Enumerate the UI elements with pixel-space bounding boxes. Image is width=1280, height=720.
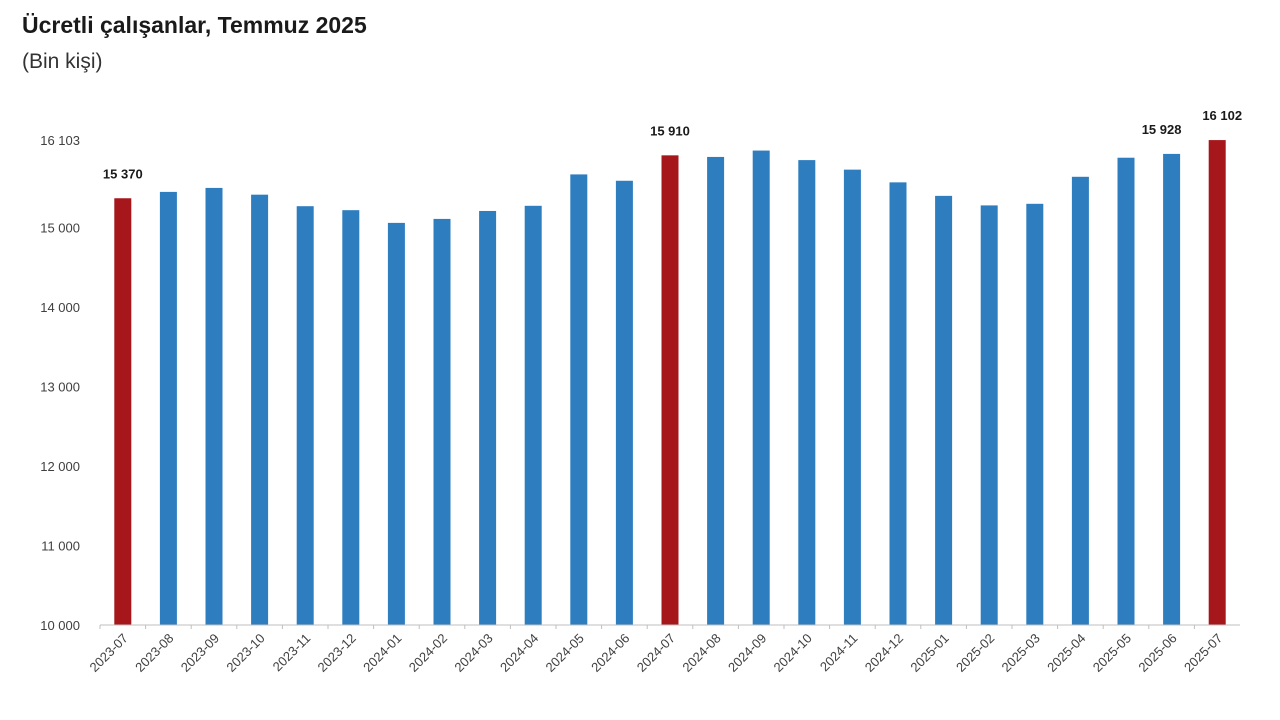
bar-2024-10: [798, 160, 816, 625]
x-tick-label: 2024-06: [588, 631, 632, 675]
x-tick-label: 2025-07: [1181, 631, 1225, 675]
x-tick-label: 2024-12: [862, 631, 906, 675]
x-tick-label: 2025-01: [907, 631, 951, 675]
data-label-2024-07: 15 910: [650, 123, 690, 138]
x-tick-label: 2023-08: [132, 631, 176, 675]
y-tick-label: 16 103: [40, 133, 80, 148]
y-tick-label: 10 000: [40, 618, 80, 633]
x-tick-label: 2023-09: [178, 631, 222, 675]
x-tick-label: 2024-09: [725, 631, 769, 675]
bar-2023-10: [251, 194, 269, 625]
x-tick-label: 2024-05: [543, 631, 587, 675]
x-tick-label: 2025-02: [953, 631, 997, 675]
data-labels: 15 370 15 910 15 928 16 102: [103, 108, 1242, 181]
bar-2024-01: [387, 222, 405, 625]
y-tick-label: 11 000: [41, 539, 80, 554]
y-tick-label: 15 000: [40, 221, 80, 236]
bar-2023-07: [114, 198, 132, 625]
bar-2025-07: [1208, 140, 1226, 625]
bar-2024-08: [707, 156, 725, 625]
bar-2024-05: [570, 174, 588, 625]
bar-2023-11: [296, 206, 314, 626]
bar-2025-04: [1071, 176, 1089, 626]
x-tick-label: 2025-05: [1090, 631, 1134, 675]
x-tick-label: 2024-08: [679, 631, 723, 675]
chart-title: Ücretli çalışanlar, Temmuz 2025: [22, 12, 367, 38]
bar-2024-11: [843, 169, 861, 626]
x-tick-label: 2023-12: [315, 631, 359, 675]
bar-2023-08: [159, 191, 177, 626]
y-axis: 10 000 11 000 12 000 13 000 14 000 15 000 16 1…: [40, 133, 80, 633]
bar-2025-05: [1117, 157, 1135, 625]
bar-2025-06: [1163, 153, 1181, 625]
bar-2025-01: [935, 195, 953, 625]
x-tick-label: 2024-02: [406, 631, 450, 675]
bar-2024-12: [889, 182, 907, 625]
x-tick-label: 2023-07: [87, 631, 131, 675]
x-tick-label: 2024-11: [817, 631, 861, 675]
x-tick-label: 2024-04: [497, 631, 541, 675]
x-tick-label: 2024-07: [634, 631, 678, 675]
bars: [114, 140, 1226, 626]
data-label-2023-07: 15 370: [103, 166, 143, 181]
x-tick-label: 2023-10: [223, 631, 267, 675]
x-tick-label: 2024-03: [451, 631, 495, 675]
y-tick-label: 12 000: [40, 459, 80, 474]
data-label-2025-07: 16 102: [1202, 108, 1242, 123]
x-tick-label: 2024-01: [360, 631, 404, 675]
chart-subtitle: (Bin kişi): [22, 50, 103, 73]
bar-2025-02: [980, 205, 998, 625]
y-tick-label: 13 000: [40, 380, 80, 395]
x-tick-label: 2025-03: [999, 631, 1043, 675]
bar-2024-03: [479, 210, 497, 625]
bar-2023-09: [205, 187, 223, 626]
data-label-2025-06: 15 928: [1142, 122, 1182, 137]
x-tick-label: 2025-06: [1135, 631, 1179, 675]
bar-2024-07: [661, 155, 679, 626]
x-tick-label: 2024-10: [771, 631, 815, 675]
bar-2023-12: [342, 210, 360, 625]
bar-2024-09: [752, 150, 770, 625]
x-tick-label: 2023-11: [270, 631, 314, 675]
x-tick-label: 2025-04: [1044, 631, 1088, 675]
bar-2024-02: [433, 218, 451, 625]
bar-2024-06: [615, 180, 633, 626]
bar-2025-03: [1026, 203, 1044, 625]
x-axis: 2023-07 2023-08 2023-09 2023-10 2023-11 2023-…: [87, 624, 1240, 675]
y-tick-label: 14 000: [40, 300, 80, 315]
bar-2024-04: [524, 205, 542, 626]
